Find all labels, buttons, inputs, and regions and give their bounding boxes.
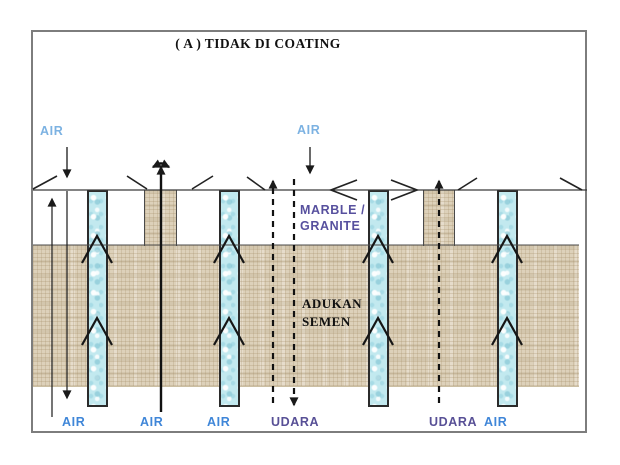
air-label-bottom-1: AIR: [62, 415, 86, 429]
surface-ticks: [32, 175, 583, 191]
udara-dashed-arrows: [268, 179, 444, 407]
surface-spread-arrowheads: [328, 179, 420, 201]
air-escape-arrow-joint: [151, 159, 171, 412]
marble-granite-line1: MARBLE /: [300, 203, 366, 217]
adukan-semen-line2: SEMEN: [302, 314, 351, 329]
diagram-title: ( A ) TIDAK DI COATING: [175, 36, 341, 51]
air-label-bottom-3: AIR: [207, 415, 231, 429]
air-label-top-left: AIR: [40, 124, 64, 138]
udara-label-bottom-1: UDARA: [271, 415, 320, 429]
air-label-bottom-4: AIR: [484, 415, 508, 429]
adukan-semen-label: ADUKAN SEMEN: [302, 295, 362, 331]
marble-granite-line2: GRANITE: [300, 219, 361, 233]
adukan-semen-line1: ADUKAN: [302, 296, 363, 311]
depth-lines-left: [47, 191, 72, 417]
udara-label-bottom-2: UDARA: [429, 415, 478, 429]
channel-flow-chevrons: [81, 233, 523, 346]
marble-granite-label: MARBLE / GRANITE: [300, 202, 365, 234]
air-label-bottom-2: AIR: [140, 415, 164, 429]
cement-layer: [33, 245, 579, 387]
air-label-top-center: AIR: [297, 123, 321, 137]
